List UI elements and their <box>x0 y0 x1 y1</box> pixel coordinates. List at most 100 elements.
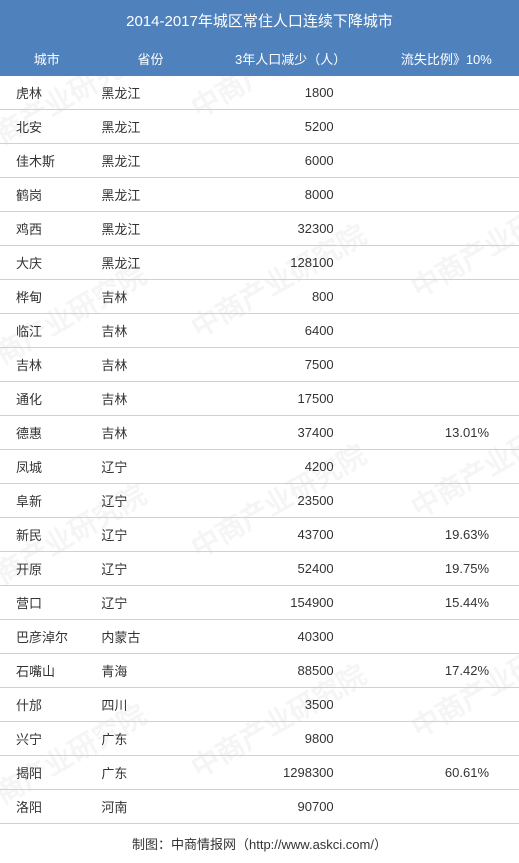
cell-ratio <box>374 246 519 280</box>
cell-province: 黑龙江 <box>93 110 207 144</box>
cell-decrease: 8000 <box>208 178 374 212</box>
table-row: 开原辽宁5240019.75% <box>0 552 519 586</box>
cell-province: 黑龙江 <box>93 76 207 110</box>
table-row: 什邡四川3500 <box>0 688 519 722</box>
table-row: 洛阳河南90700 <box>0 790 519 824</box>
cell-province: 辽宁 <box>93 518 207 552</box>
table-row: 营口辽宁15490015.44% <box>0 586 519 620</box>
cell-city: 虎林 <box>0 76 93 110</box>
cell-ratio <box>374 280 519 314</box>
cell-city: 桦甸 <box>0 280 93 314</box>
cell-decrease: 800 <box>208 280 374 314</box>
table-row: 临江吉林6400 <box>0 314 519 348</box>
cell-ratio: 15.44% <box>374 586 519 620</box>
population-table: 城市 省份 3年人口减少（人） 流失比例》10% 虎林黑龙江1800北安黑龙江5… <box>0 41 519 824</box>
cell-decrease: 9800 <box>208 722 374 756</box>
cell-ratio: 60.61% <box>374 756 519 790</box>
table-row: 新民辽宁4370019.63% <box>0 518 519 552</box>
cell-ratio: 13.01% <box>374 416 519 450</box>
cell-ratio <box>374 348 519 382</box>
cell-decrease: 32300 <box>208 212 374 246</box>
cell-decrease: 88500 <box>208 654 374 688</box>
cell-ratio: 19.63% <box>374 518 519 552</box>
cell-ratio <box>374 722 519 756</box>
cell-decrease: 90700 <box>208 790 374 824</box>
table-row: 巴彦淖尔内蒙古40300 <box>0 620 519 654</box>
table-row: 凤城辽宁4200 <box>0 450 519 484</box>
cell-province: 黑龙江 <box>93 144 207 178</box>
cell-decrease: 7500 <box>208 348 374 382</box>
cell-decrease: 52400 <box>208 552 374 586</box>
cell-city: 洛阳 <box>0 790 93 824</box>
cell-city: 什邡 <box>0 688 93 722</box>
col-province: 省份 <box>93 41 207 76</box>
cell-ratio <box>374 620 519 654</box>
cell-ratio: 17.42% <box>374 654 519 688</box>
cell-province: 吉林 <box>93 382 207 416</box>
table-row: 阜新辽宁23500 <box>0 484 519 518</box>
cell-city: 吉林 <box>0 348 93 382</box>
cell-decrease: 1298300 <box>208 756 374 790</box>
table-row: 鸡西黑龙江32300 <box>0 212 519 246</box>
cell-province: 辽宁 <box>93 484 207 518</box>
cell-province: 河南 <box>93 790 207 824</box>
cell-ratio <box>374 382 519 416</box>
cell-province: 广东 <box>93 756 207 790</box>
cell-decrease: 43700 <box>208 518 374 552</box>
cell-province: 黑龙江 <box>93 178 207 212</box>
cell-province: 内蒙古 <box>93 620 207 654</box>
cell-ratio <box>374 76 519 110</box>
cell-decrease: 154900 <box>208 586 374 620</box>
cell-city: 佳木斯 <box>0 144 93 178</box>
cell-province: 广东 <box>93 722 207 756</box>
cell-ratio <box>374 790 519 824</box>
cell-province: 黑龙江 <box>93 246 207 280</box>
cell-decrease: 5200 <box>208 110 374 144</box>
cell-city: 鸡西 <box>0 212 93 246</box>
table-row: 桦甸吉林800 <box>0 280 519 314</box>
cell-ratio <box>374 314 519 348</box>
cell-province: 四川 <box>93 688 207 722</box>
cell-province: 辽宁 <box>93 450 207 484</box>
cell-city: 临江 <box>0 314 93 348</box>
cell-ratio <box>374 484 519 518</box>
table-row: 北安黑龙江5200 <box>0 110 519 144</box>
table-row: 鹤岗黑龙江8000 <box>0 178 519 212</box>
cell-city: 石嘴山 <box>0 654 93 688</box>
cell-city: 揭阳 <box>0 756 93 790</box>
cell-city: 巴彦淖尔 <box>0 620 93 654</box>
cell-province: 辽宁 <box>93 552 207 586</box>
cell-ratio <box>374 450 519 484</box>
table-title: 2014-2017年城区常住人口连续下降城市 <box>0 0 519 41</box>
cell-city: 营口 <box>0 586 93 620</box>
cell-city: 德惠 <box>0 416 93 450</box>
table-body: 虎林黑龙江1800北安黑龙江5200佳木斯黑龙江6000鹤岗黑龙江8000鸡西黑… <box>0 76 519 824</box>
table-header-row: 城市 省份 3年人口减少（人） 流失比例》10% <box>0 41 519 76</box>
cell-province: 辽宁 <box>93 586 207 620</box>
cell-province: 青海 <box>93 654 207 688</box>
table-row: 大庆黑龙江128100 <box>0 246 519 280</box>
table-row: 吉林吉林7500 <box>0 348 519 382</box>
cell-decrease: 40300 <box>208 620 374 654</box>
cell-province: 吉林 <box>93 416 207 450</box>
cell-ratio <box>374 212 519 246</box>
cell-ratio <box>374 178 519 212</box>
cell-province: 吉林 <box>93 348 207 382</box>
table-row: 揭阳广东129830060.61% <box>0 756 519 790</box>
cell-city: 兴宁 <box>0 722 93 756</box>
col-ratio: 流失比例》10% <box>374 41 519 76</box>
cell-province: 吉林 <box>93 314 207 348</box>
cell-city: 阜新 <box>0 484 93 518</box>
cell-decrease: 3500 <box>208 688 374 722</box>
cell-city: 北安 <box>0 110 93 144</box>
cell-city: 新民 <box>0 518 93 552</box>
cell-city: 通化 <box>0 382 93 416</box>
cell-city: 凤城 <box>0 450 93 484</box>
table-row: 通化吉林17500 <box>0 382 519 416</box>
cell-decrease: 4200 <box>208 450 374 484</box>
cell-decrease: 1800 <box>208 76 374 110</box>
table-row: 虎林黑龙江1800 <box>0 76 519 110</box>
table-row: 石嘴山青海8850017.42% <box>0 654 519 688</box>
cell-decrease: 6000 <box>208 144 374 178</box>
cell-decrease: 17500 <box>208 382 374 416</box>
